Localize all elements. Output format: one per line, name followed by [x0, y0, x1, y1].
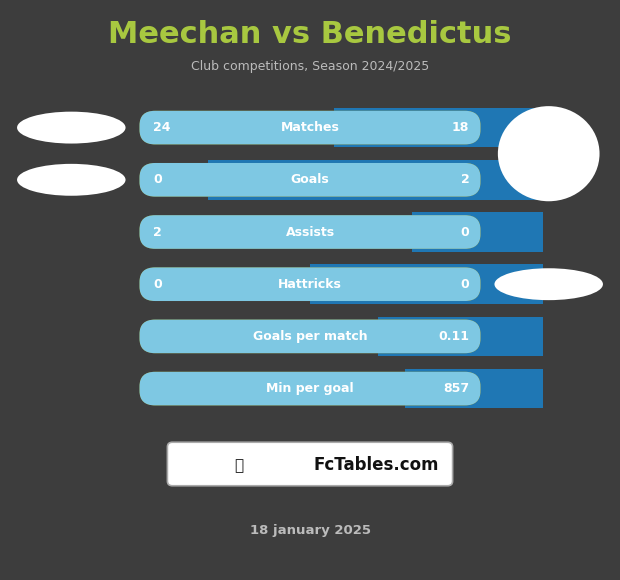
- Text: 18 january 2025: 18 january 2025: [249, 524, 371, 537]
- Bar: [378, 317, 542, 356]
- FancyBboxPatch shape: [140, 372, 480, 405]
- Ellipse shape: [17, 164, 125, 196]
- Bar: [405, 369, 542, 408]
- Text: Meechan vs Benedictus: Meechan vs Benedictus: [108, 20, 511, 49]
- Text: Assists: Assists: [285, 226, 335, 238]
- Text: Goals: Goals: [291, 173, 329, 186]
- FancyBboxPatch shape: [140, 215, 480, 249]
- Bar: [334, 108, 542, 147]
- FancyBboxPatch shape: [140, 163, 480, 197]
- Text: 0: 0: [153, 173, 162, 186]
- Text: Goals per match: Goals per match: [253, 330, 367, 343]
- Text: 0: 0: [153, 278, 162, 291]
- Text: 0: 0: [461, 278, 469, 291]
- FancyBboxPatch shape: [167, 442, 453, 486]
- FancyBboxPatch shape: [140, 163, 480, 197]
- Bar: [208, 160, 542, 200]
- Text: 2: 2: [153, 226, 162, 238]
- Text: 0.11: 0.11: [438, 330, 469, 343]
- Text: 857: 857: [443, 382, 469, 395]
- Text: 24: 24: [153, 121, 170, 134]
- Bar: [310, 264, 542, 304]
- Text: FcTables.com: FcTables.com: [313, 456, 438, 474]
- Text: Min per goal: Min per goal: [266, 382, 354, 395]
- FancyBboxPatch shape: [140, 267, 480, 301]
- FancyBboxPatch shape: [140, 111, 480, 144]
- FancyBboxPatch shape: [140, 372, 480, 405]
- FancyBboxPatch shape: [140, 320, 480, 353]
- Text: 18: 18: [452, 121, 469, 134]
- Text: Matches: Matches: [281, 121, 339, 134]
- Text: 2: 2: [461, 173, 469, 186]
- Text: 📊: 📊: [234, 458, 243, 473]
- Ellipse shape: [495, 268, 603, 300]
- FancyBboxPatch shape: [140, 215, 480, 249]
- Text: Club competitions, Season 2024/2025: Club competitions, Season 2024/2025: [191, 60, 429, 73]
- Ellipse shape: [17, 111, 125, 143]
- Circle shape: [498, 106, 600, 201]
- FancyBboxPatch shape: [140, 320, 480, 353]
- FancyBboxPatch shape: [140, 111, 480, 144]
- Bar: [412, 212, 542, 252]
- Text: 0: 0: [461, 226, 469, 238]
- Text: Hattricks: Hattricks: [278, 278, 342, 291]
- FancyBboxPatch shape: [140, 267, 480, 301]
